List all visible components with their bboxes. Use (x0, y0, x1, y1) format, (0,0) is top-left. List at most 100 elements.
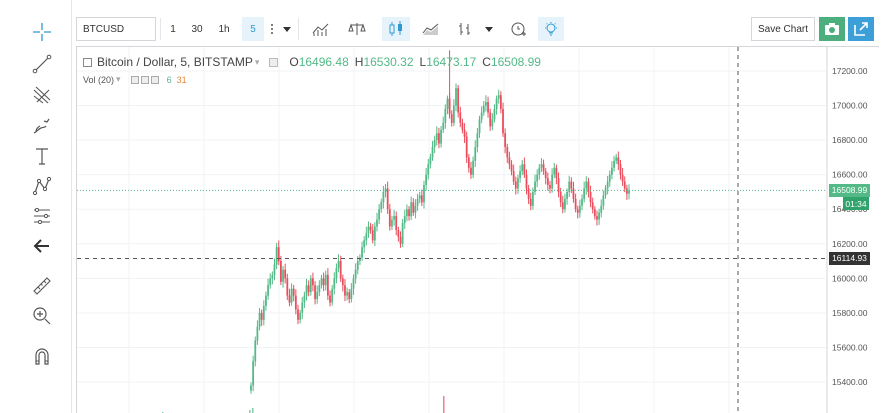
candle-body (412, 202, 415, 213)
interval-5-button[interactable]: 5 (242, 17, 264, 41)
candle-body (574, 198, 577, 210)
candle-body (585, 181, 588, 189)
candle-body (356, 261, 359, 270)
volume-bar (249, 410, 251, 413)
more-intervals-icon[interactable] (266, 17, 278, 41)
trendline-icon[interactable] (28, 50, 56, 78)
save-chart-button[interactable]: Save Chart (751, 17, 815, 41)
candle-body (399, 236, 402, 244)
symbol-input[interactable] (76, 17, 156, 41)
candle-body (350, 288, 353, 300)
legend-settings-icon[interactable] (269, 57, 279, 67)
candle-body (344, 285, 346, 296)
text-icon[interactable] (28, 142, 56, 170)
candles-style-icon[interactable] (382, 17, 410, 41)
candle-body (403, 216, 406, 224)
high-value: 16530.32 (363, 55, 414, 69)
legend-collapse-icon[interactable] (83, 57, 92, 67)
divider (298, 18, 299, 40)
price-tick-label: 16200.00 (832, 239, 868, 249)
candle-body (262, 305, 265, 320)
back-arrow-icon[interactable] (28, 232, 56, 260)
candle-body (365, 233, 368, 241)
candle-body (275, 247, 278, 265)
alert-icon[interactable] (506, 17, 532, 41)
candle-body (318, 285, 321, 293)
candle-body (450, 114, 453, 123)
candle-body (544, 171, 547, 179)
zoom-in-icon[interactable] (28, 302, 56, 330)
candle-body (625, 188, 628, 194)
volume-label: Vol (20) (83, 74, 115, 85)
candle-body (508, 157, 511, 165)
candle-body (576, 209, 579, 213)
candle-body (557, 178, 560, 192)
magnet-icon[interactable] (28, 342, 56, 370)
indicators-icon[interactable] (308, 17, 334, 41)
candle-body (335, 267, 338, 279)
price-tick-label: 16800.00 (832, 135, 868, 145)
candle-body (333, 278, 336, 289)
price-tick-label: 16000.00 (832, 273, 868, 283)
candle-body (504, 133, 507, 148)
candle-body (476, 133, 479, 148)
camera-icon[interactable] (819, 17, 845, 41)
candle-body (621, 174, 624, 182)
candle-body (260, 312, 263, 320)
candle-body (322, 278, 325, 286)
area-style-icon[interactable] (418, 17, 444, 41)
candle-body (566, 191, 568, 199)
candle-body (431, 147, 434, 158)
candle-body (423, 185, 425, 203)
candle-body (252, 361, 255, 386)
candle-body (514, 181, 517, 189)
candle-body (352, 278, 355, 289)
interval-1h-button[interactable]: 1h (218, 23, 230, 35)
price-axis[interactable]: 17200.0017000.0016800.0016600.0016400.00… (832, 66, 868, 387)
price-tick-label: 15600.00 (832, 342, 868, 352)
fib-icon[interactable] (28, 202, 56, 230)
candle-body (540, 164, 543, 168)
brush-icon[interactable] (28, 112, 56, 140)
candle-body (386, 188, 389, 210)
candle-body (395, 216, 398, 230)
compare-icon[interactable] (344, 17, 370, 41)
volume-dropdown-icon[interactable]: ▾ (116, 74, 121, 84)
chart-canvas[interactable]: 17200.0017000.0016800.0016600.0016400.00… (77, 47, 880, 413)
candle-body (307, 285, 310, 293)
candle-body (339, 261, 342, 279)
volume-remove-icon[interactable] (150, 75, 159, 84)
ruler-icon[interactable] (28, 272, 56, 300)
legend-dropdown-icon[interactable]: ▾ (254, 56, 260, 67)
candle-body (510, 164, 513, 172)
interval-1-button[interactable]: 1 (170, 23, 176, 35)
pitchfork-icon[interactable] (28, 81, 56, 109)
pattern-icon[interactable] (28, 172, 56, 200)
volume-legend: Vol (20) ▾ 6 31 (83, 74, 187, 85)
interval-dropdown-icon[interactable] (280, 17, 294, 41)
grid (77, 47, 828, 413)
candle-body (433, 140, 436, 148)
candle-body (591, 202, 594, 210)
candle-body (480, 112, 483, 120)
top-toolbar: 1 30 1h 5 (72, 12, 880, 44)
popout-icon[interactable] (848, 17, 874, 41)
volume-settings-icon[interactable] (140, 75, 149, 84)
volume-visibility-icon[interactable] (130, 75, 139, 84)
candle-body (279, 261, 282, 282)
idea-bulb-icon[interactable] (538, 17, 564, 41)
candle-body (286, 278, 289, 296)
chart-frame[interactable]: 17200.0017000.0016800.0016600.0016400.00… (76, 46, 879, 413)
candle-body (615, 157, 618, 161)
candle-body (617, 157, 620, 165)
candle-body (487, 102, 489, 113)
candle-body (572, 188, 575, 199)
bar-style-icon[interactable] (452, 17, 478, 41)
crosshair-icon[interactable] (28, 18, 56, 46)
candle-body (529, 198, 532, 206)
style-dropdown-icon[interactable] (482, 17, 496, 41)
candle-body (438, 133, 440, 144)
candle-body (578, 205, 581, 213)
interval-30-button[interactable]: 30 (191, 23, 203, 35)
candle-body (429, 157, 432, 165)
